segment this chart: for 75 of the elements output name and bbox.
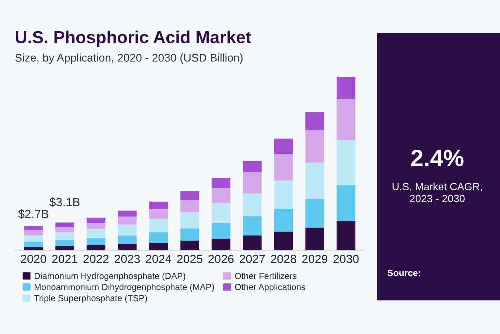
bar	[149, 219, 168, 232]
bar	[274, 232, 294, 250]
bar	[86, 218, 106, 224]
bar	[212, 188, 231, 204]
bar	[86, 238, 106, 246]
annotation: $3.1B	[50, 198, 80, 208]
bar	[243, 161, 262, 173]
text: 2.4%	[411, 150, 464, 167]
bar	[56, 232, 74, 240]
bar	[118, 224, 137, 236]
bar	[306, 130, 324, 163]
annotation: $2.7B	[18, 209, 49, 220]
bar	[24, 236, 44, 242]
bar	[56, 240, 74, 246]
bar	[24, 230, 44, 236]
bar	[336, 185, 356, 221]
bar	[243, 236, 262, 250]
bar	[212, 238, 231, 250]
bar	[274, 209, 294, 232]
text: U.S. Market CAGR, 2023 - 2030	[392, 182, 482, 203]
x-tick-label: 2030	[334, 254, 359, 264]
bar	[56, 228, 74, 232]
bar	[212, 203, 231, 224]
x-tick-label: 2029	[302, 254, 328, 264]
x-tick-label: 2026	[208, 254, 234, 264]
x-tick-label: 2027	[240, 254, 266, 264]
bar	[306, 112, 324, 130]
bar	[306, 162, 324, 200]
x-tick-label: 2028	[271, 254, 296, 264]
bar	[243, 194, 262, 216]
chart-title: U.S. Phosphoric Acid Market	[16, 30, 252, 48]
legend-label: Other Applications	[235, 284, 306, 292]
bar	[274, 180, 294, 210]
bar	[56, 222, 74, 228]
bar	[149, 242, 168, 250]
chart-subtitle: Size, by Application, 2020 - 2030 (USD Billion)	[16, 54, 243, 64]
x-tick-label: 2023	[114, 254, 140, 264]
x-tick-label: 2025	[177, 254, 203, 264]
legend-label: Diamonium Hydrogenphosphate (DAP)	[34, 272, 186, 281]
bar	[180, 191, 200, 200]
bar	[180, 240, 200, 250]
bar	[118, 210, 137, 217]
bar	[86, 228, 106, 238]
bar	[274, 138, 294, 154]
bar	[243, 172, 262, 194]
bar	[212, 178, 231, 188]
bar	[212, 223, 231, 239]
bar	[180, 200, 200, 212]
bar	[180, 228, 200, 241]
bar	[118, 236, 137, 244]
bar	[180, 212, 200, 229]
bar	[336, 99, 356, 140]
x-tick-label: 2022	[84, 254, 109, 264]
bar	[336, 140, 356, 186]
bar	[336, 220, 356, 250]
legend-label: Triple Superphosphate (TSP)	[34, 295, 148, 304]
bar	[24, 226, 44, 230]
bar	[306, 228, 324, 250]
bar	[306, 199, 324, 228]
bar	[336, 76, 356, 100]
legend-label: Other Fertilizers	[235, 272, 297, 280]
bar	[149, 202, 168, 210]
bar	[149, 210, 168, 220]
bar	[274, 154, 294, 181]
bar	[149, 232, 168, 243]
bar	[24, 242, 44, 248]
bar	[118, 244, 137, 250]
bar	[86, 223, 106, 229]
legend-label: Monoammonium Dihydrogenphosphate (MAP)	[34, 284, 214, 292]
x-tick-label: 2020	[21, 254, 46, 264]
bar	[118, 216, 137, 225]
source-note: Source:	[388, 270, 420, 276]
bar	[243, 216, 262, 236]
x-tick-label: 2021	[52, 254, 78, 264]
x-tick-label: 2024	[146, 254, 172, 264]
